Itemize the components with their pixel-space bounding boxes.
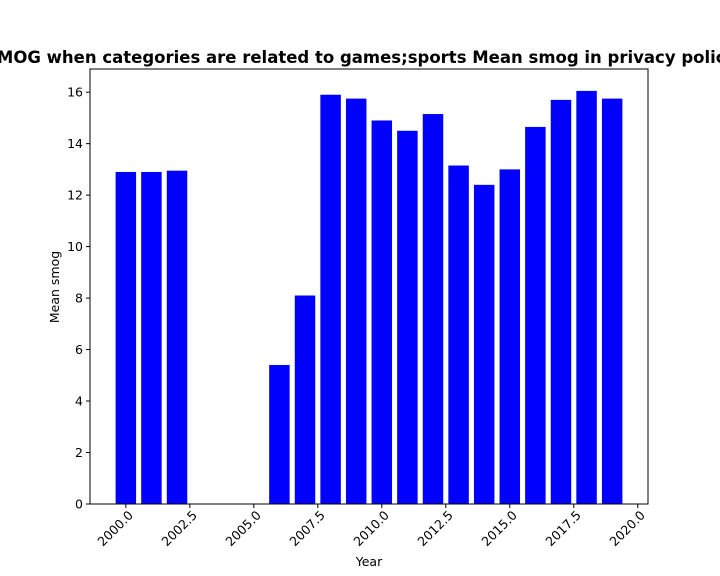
bar-2000 (115, 171, 137, 505)
y-axis-label: Mean smog (47, 251, 62, 323)
x-tick-label: 2017.5 (542, 508, 584, 550)
plot-frame (89, 68, 649, 505)
bar-2012 (422, 114, 444, 505)
y-tick-label: 8 (75, 291, 83, 306)
bar-2007 (294, 295, 316, 504)
bar-2018 (576, 90, 597, 505)
chart-title: Mean SMOG when categories are related to… (0, 48, 720, 67)
x-tick-label: 2020.0 (606, 507, 648, 549)
x-tick-label: 2012.5 (414, 508, 456, 550)
x-axis-label: Year (355, 554, 383, 569)
y-tick-label: 12 (67, 188, 83, 203)
bar-2006 (269, 365, 290, 504)
y-tick-label: 14 (67, 136, 83, 151)
bar-2013 (448, 165, 469, 504)
bar-2011 (397, 130, 418, 504)
x-tick-label: 2007.5 (286, 508, 328, 550)
bar-2019 (601, 98, 623, 505)
bar-2008 (320, 94, 341, 504)
x-tick-label: 2000.0 (94, 507, 136, 549)
bar-2015 (499, 169, 521, 504)
bar-2014 (473, 184, 495, 504)
y-tick-label: 6 (75, 342, 83, 357)
x-axis-ticks: 2000.0 2002.5 2005.0 2007.5 2010.0 2012.5 2015… (94, 504, 648, 550)
bar-2001 (141, 171, 162, 505)
y-axis-ticks: 0 2 4 6 8 10 12 14 16 (67, 85, 90, 512)
y-tick-label: 10 (67, 239, 83, 254)
x-tick-label: 2002.5 (158, 508, 200, 550)
bar-2016 (525, 126, 546, 505)
bar-2017 (550, 99, 572, 504)
y-tick-label: 4 (75, 394, 83, 409)
x-tick-label: 2005.0 (222, 507, 264, 549)
bar-2002 (166, 170, 188, 504)
x-tick-label: 2015.0 (478, 507, 520, 549)
bar-2010 (371, 120, 393, 505)
y-tick-label: 16 (67, 85, 83, 100)
y-tick-label: 2 (75, 445, 83, 460)
bar-2009 (345, 98, 367, 505)
y-tick-label: 0 (75, 497, 83, 512)
bars-group (115, 90, 623, 505)
x-tick-label: 2010.0 (350, 507, 392, 549)
